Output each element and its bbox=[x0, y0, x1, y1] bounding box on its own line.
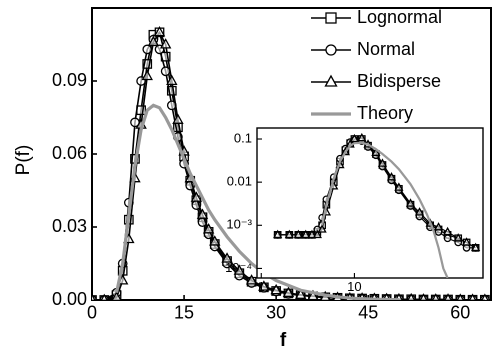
marker-triangle bbox=[221, 252, 233, 263]
marker-triangle bbox=[349, 133, 360, 143]
legend-label: Theory bbox=[357, 103, 413, 123]
theory-curve bbox=[114, 103, 399, 300]
x-tick-label: 10 bbox=[347, 279, 361, 294]
marker-triangle bbox=[386, 172, 397, 181]
marker-triangle bbox=[414, 207, 425, 216]
x-tick-label: 45 bbox=[358, 302, 378, 322]
marker-square bbox=[142, 59, 153, 69]
marker-triangle bbox=[481, 293, 489, 300]
marker-triangle bbox=[270, 283, 282, 295]
marker-circle bbox=[443, 234, 452, 243]
marker-triangle bbox=[245, 274, 258, 285]
marker-triangle bbox=[153, 25, 166, 37]
x-tick-label: 60 bbox=[450, 302, 470, 322]
axes-frame bbox=[256, 127, 484, 279]
y-axis-label: P(f) bbox=[13, 145, 34, 176]
x-tick-label: 1 bbox=[258, 279, 265, 294]
marker-triangle bbox=[166, 74, 178, 86]
marker-triangle bbox=[444, 293, 452, 300]
marker-triangle bbox=[190, 191, 203, 202]
marker-triangle bbox=[307, 289, 319, 300]
marker-triangle bbox=[202, 223, 215, 234]
marker-triangle bbox=[461, 237, 472, 246]
marker-triangle bbox=[456, 293, 464, 300]
marker-circle bbox=[142, 44, 153, 55]
marker-triangle bbox=[471, 242, 481, 252]
marker-triangle bbox=[357, 132, 367, 142]
x-tick-label: 0 bbox=[87, 302, 97, 322]
plot-area bbox=[273, 132, 481, 278]
marker-triangle bbox=[209, 235, 221, 246]
marker-triangle bbox=[284, 229, 294, 239]
legend-label: Normal bbox=[357, 39, 415, 59]
marker-triangle bbox=[147, 35, 160, 47]
marker-triangle bbox=[431, 293, 440, 300]
marker-triangle bbox=[394, 182, 404, 191]
marker-triangle bbox=[233, 264, 246, 275]
marker-triangle bbox=[141, 69, 153, 81]
marker-triangle bbox=[419, 293, 428, 300]
marker-triangle bbox=[172, 113, 184, 124]
marker-triangle bbox=[301, 229, 311, 239]
marker-square bbox=[325, 12, 337, 24]
marker-triangle bbox=[111, 291, 122, 300]
y-tick-label: 0.1 bbox=[234, 130, 252, 145]
x-axis-label: f bbox=[280, 330, 287, 351]
marker-circle bbox=[325, 44, 337, 56]
marker-triangle bbox=[453, 233, 463, 242]
marker-triangle bbox=[312, 229, 322, 239]
marker-triangle bbox=[196, 208, 209, 219]
marker-triangle bbox=[273, 229, 283, 239]
y-tick-label: 10⁻³ bbox=[226, 217, 252, 232]
y-tick-label: 0.06 bbox=[52, 143, 87, 163]
marker-triangle bbox=[307, 229, 317, 239]
marker-triangle bbox=[159, 38, 172, 49]
x-tick-label: 30 bbox=[266, 302, 286, 322]
marker-triangle bbox=[324, 74, 338, 87]
y-tick-label: 0.00 bbox=[52, 289, 87, 309]
theory-curve bbox=[321, 141, 449, 278]
x-tick-label: 15 bbox=[174, 302, 194, 322]
marker-triangle bbox=[442, 226, 453, 236]
marker-triangle bbox=[405, 198, 416, 207]
marker-triangle bbox=[433, 222, 444, 231]
y-tick-label: 0.09 bbox=[52, 70, 87, 90]
marker-triangle bbox=[371, 147, 381, 156]
legend-label: Lognormal bbox=[357, 7, 442, 27]
marker-triangle bbox=[293, 229, 303, 239]
marker-triangle bbox=[407, 292, 416, 300]
marker-triangle bbox=[468, 293, 477, 300]
marker-triangle bbox=[282, 286, 295, 297]
y-tick-label: 0.01 bbox=[227, 174, 252, 189]
legend-label: Bidisperse bbox=[357, 71, 441, 91]
marker-triangle bbox=[92, 293, 96, 300]
marker-square bbox=[166, 85, 177, 96]
marker-triangle bbox=[258, 280, 270, 291]
y-tick-label: 10⁻⁴ bbox=[225, 260, 252, 275]
plot-area bbox=[92, 25, 490, 300]
marker-circle bbox=[160, 66, 171, 77]
y-tick-label: 0.03 bbox=[52, 216, 87, 236]
marker-triangle bbox=[294, 288, 307, 299]
marker-triangle bbox=[377, 158, 388, 167]
marker-triangle bbox=[100, 293, 108, 300]
marker-triangle bbox=[317, 224, 327, 233]
